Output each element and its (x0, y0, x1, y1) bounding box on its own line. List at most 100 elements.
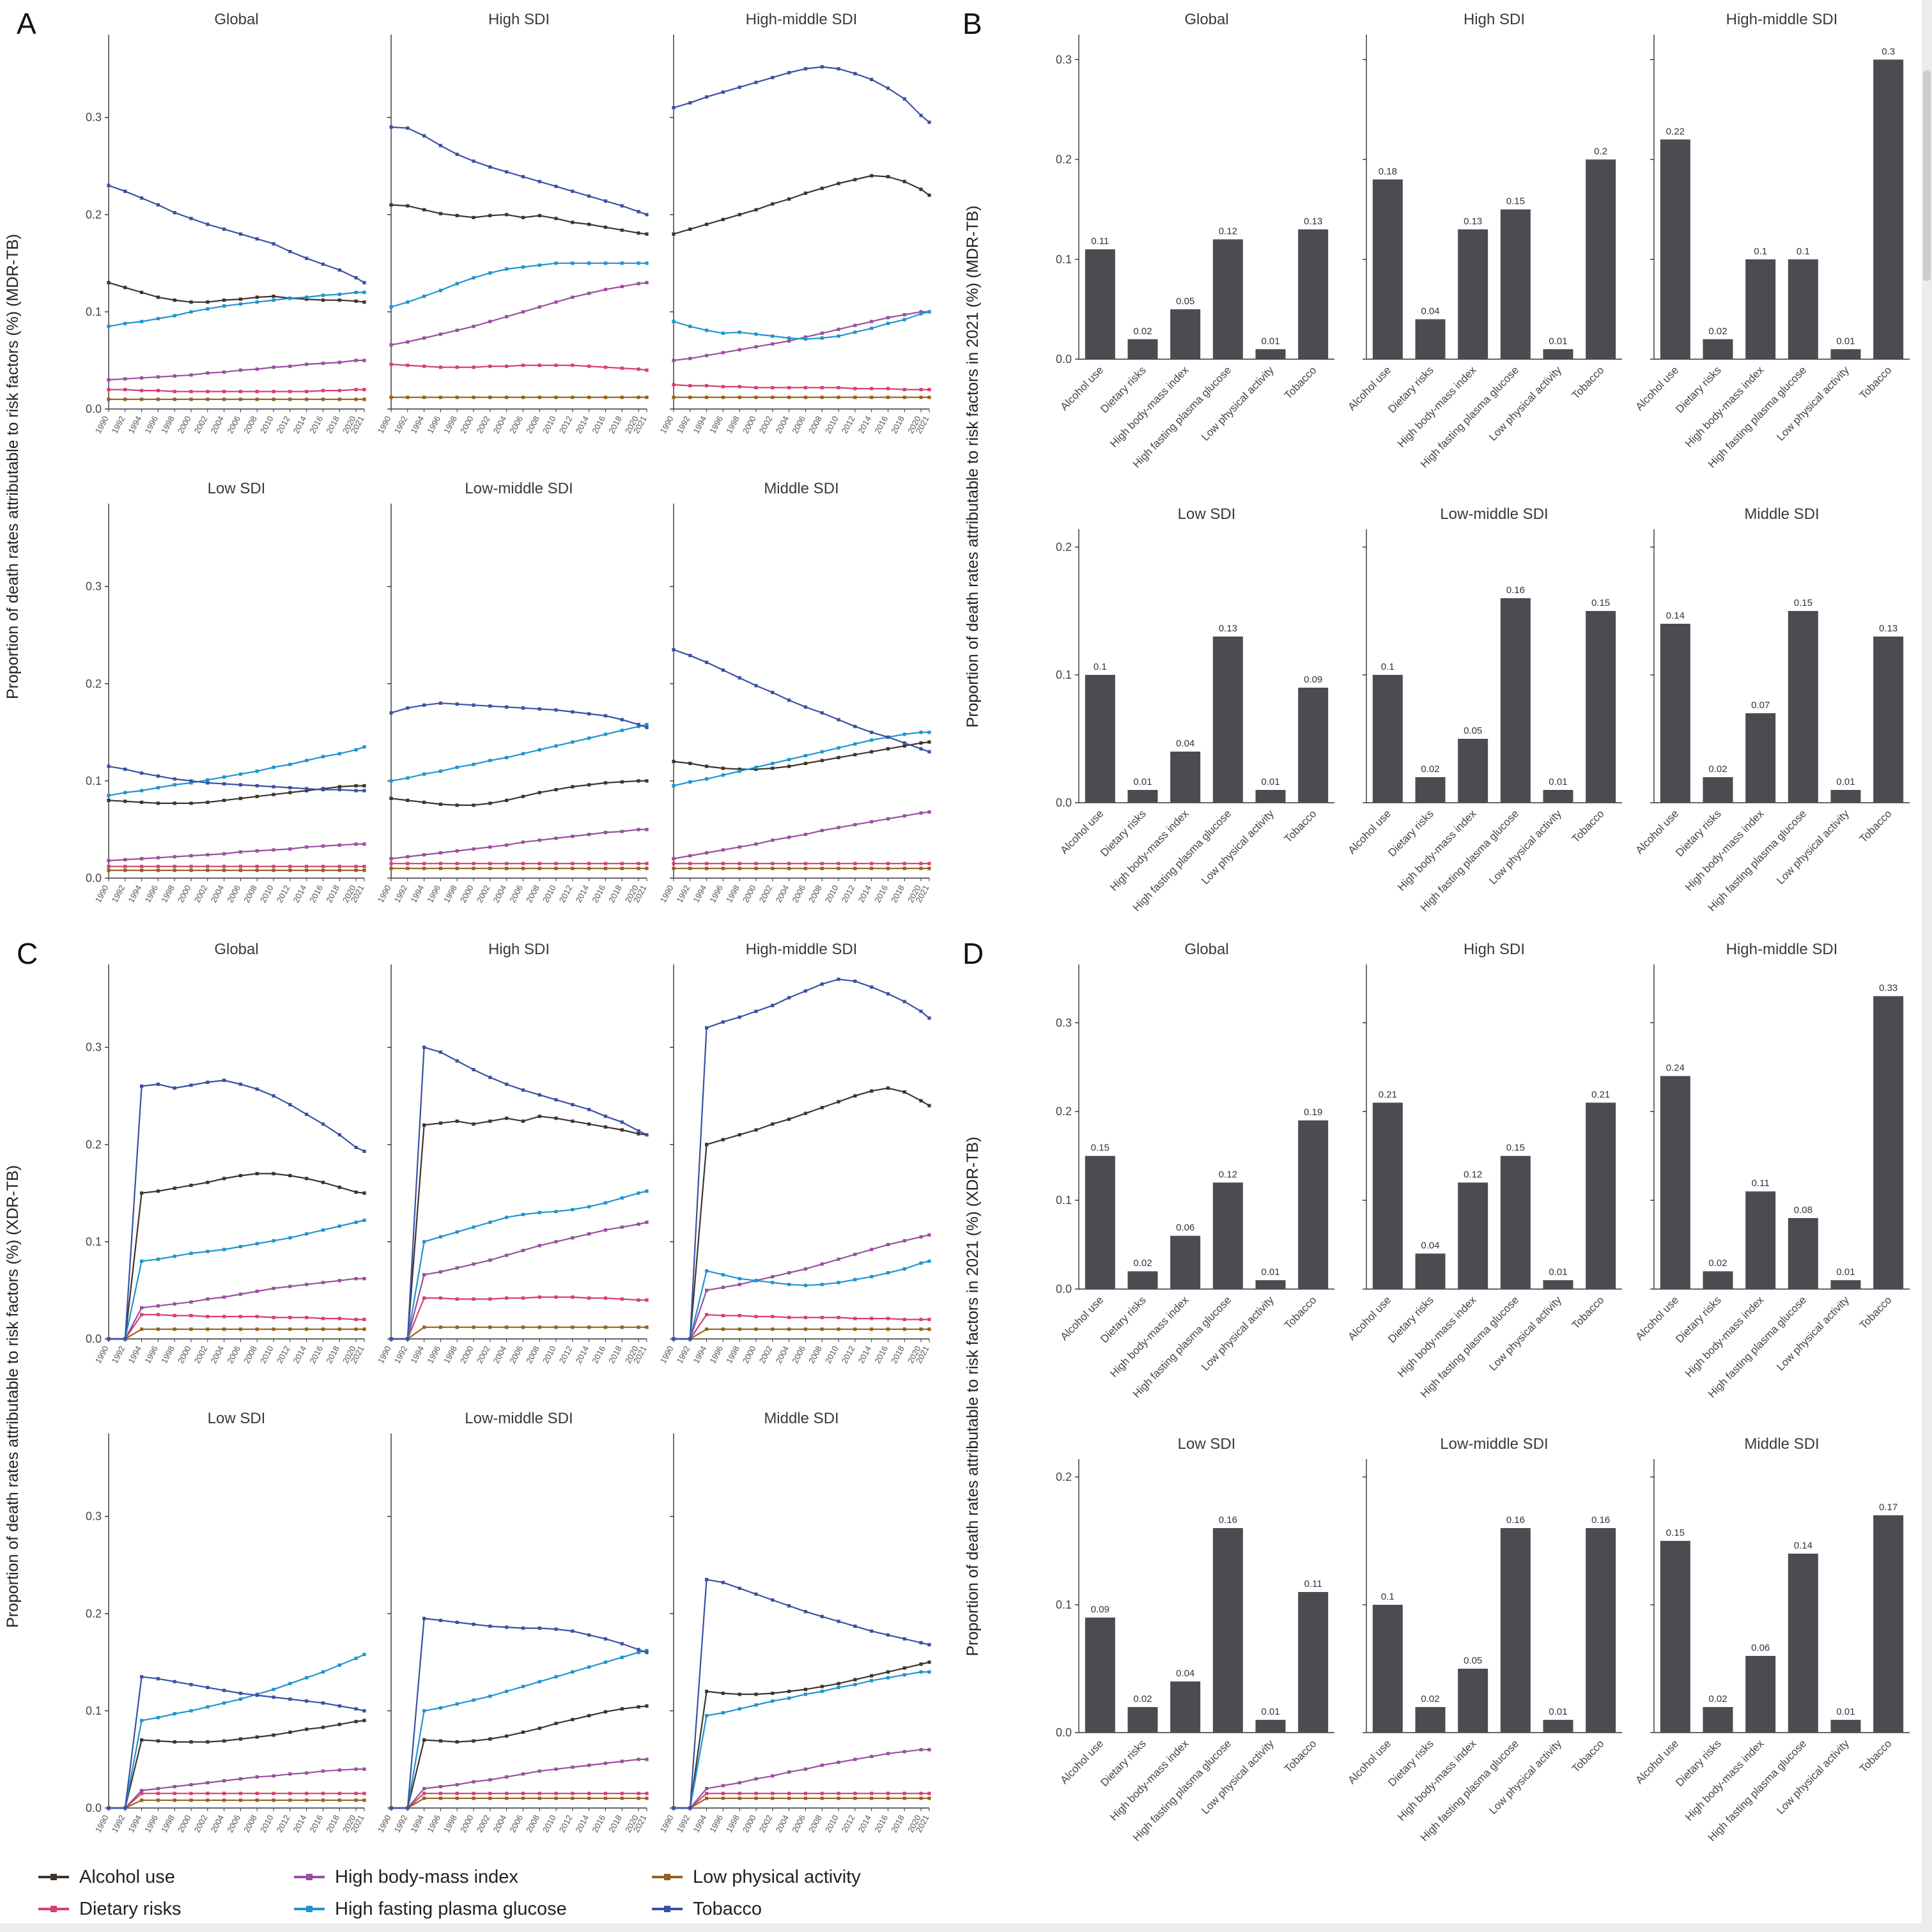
bar-2 (1458, 739, 1488, 803)
series-marker-lpa (537, 1325, 541, 1329)
series-marker-fpg (189, 1251, 193, 1255)
series-marker-bmi (406, 854, 410, 859)
series-marker-dietary (870, 1791, 874, 1795)
x-tick-label: 1990 (93, 1344, 111, 1365)
bar-5 (1298, 229, 1329, 359)
series-marker-bmi (362, 1767, 366, 1771)
x-category-label: High body-mass index (1683, 807, 1766, 893)
series-marker-tobacco (837, 977, 840, 981)
series-line-fpg (109, 1219, 365, 1340)
x-tick-label: 1996 (707, 1344, 725, 1365)
series-marker-tobacco (803, 989, 808, 993)
series-marker-dietary (645, 1791, 649, 1795)
vertical-scrollbar-thumb[interactable] (1923, 70, 1931, 281)
x-category-label: Alcohol use (1633, 364, 1681, 413)
series-marker-alcohol (455, 1119, 459, 1123)
series-marker-dietary (837, 385, 840, 390)
series-marker-alcohol (837, 1100, 840, 1104)
series-marker-alcohol (771, 766, 775, 770)
series-marker-fpg (362, 1218, 366, 1223)
series-marker-tobacco (173, 777, 176, 781)
series-marker-bmi (189, 1300, 193, 1304)
series-marker-bmi (754, 1777, 758, 1781)
series-marker-tobacco (870, 985, 874, 989)
series-line-lpa (674, 1797, 929, 1809)
series-marker-lpa (505, 1797, 509, 1800)
series-marker-lpa (123, 398, 127, 401)
series-marker-dietary (389, 862, 393, 865)
x-tick-label: 1996 (707, 1813, 725, 1834)
series-marker-fpg (721, 1273, 725, 1277)
series-marker-alcohol (771, 1122, 775, 1126)
series-marker-tobacco (123, 189, 127, 193)
series-marker-tobacco (238, 783, 243, 787)
series-marker-dietary (222, 1791, 226, 1795)
series-marker-bmi (637, 828, 640, 831)
bar-3 (1500, 1528, 1531, 1733)
x-category-label: Low physical activity (1774, 364, 1851, 443)
series-marker-tobacco (886, 1633, 890, 1637)
series-marker-tobacco (438, 1050, 443, 1054)
x-tick-label: 2010 (258, 1344, 275, 1365)
series-marker-lpa (488, 396, 492, 399)
series-marker-bmi (537, 305, 541, 309)
series-marker-fpg (362, 1653, 366, 1657)
legend-label: Low physical activity (693, 1866, 861, 1887)
series-line-alcohol (108, 282, 365, 303)
series-marker-dietary (288, 1315, 292, 1320)
bar-5 (1586, 1528, 1616, 1733)
x-tick-label: 2002 (192, 1344, 210, 1365)
series-marker-bmi (870, 320, 874, 323)
series-marker-fpg (853, 1278, 857, 1281)
x-tick-label: 1998 (724, 883, 741, 904)
series-marker-lpa (389, 867, 393, 870)
bar-value-label: 0.02 (1708, 1694, 1727, 1704)
series-marker-lpa (870, 867, 874, 870)
series-marker-bmi (272, 365, 275, 369)
x-tick-label: 2012 (275, 1344, 292, 1365)
series-marker-alcohol (488, 1737, 492, 1741)
bar-2 (1745, 1656, 1776, 1733)
series-marker-tobacco (902, 741, 906, 745)
bar-value-label: 0.13 (1879, 623, 1897, 634)
vertical-scrollbar[interactable] (1922, 0, 1932, 1932)
x-tick-label: 2002 (192, 414, 210, 435)
series-marker-alcohol (173, 1186, 176, 1190)
series-marker-tobacco (537, 1627, 541, 1630)
series-marker-tobacco (488, 1624, 492, 1628)
bar-value-label: 0.19 (1304, 1107, 1322, 1118)
series-marker-fpg (571, 1670, 575, 1674)
series-marker-alcohol (140, 1191, 144, 1195)
series-marker-tobacco (156, 203, 160, 207)
series-marker-bmi (688, 854, 692, 858)
series-marker-fpg (571, 740, 575, 744)
series-marker-bmi (362, 842, 366, 846)
series-marker-bmi (354, 359, 358, 362)
x-tick-label: 1998 (442, 1344, 459, 1365)
series-marker-dietary (321, 865, 325, 869)
series-marker-dietary (870, 862, 874, 865)
series-marker-bmi (362, 1277, 366, 1281)
series-marker-alcohol (389, 203, 393, 207)
x-tick-label: 2012 (840, 883, 857, 904)
horizontal-scrollbar[interactable] (0, 1923, 1932, 1932)
series-marker-fpg (455, 1702, 459, 1706)
series-marker-dietary (537, 862, 541, 865)
x-tick-label: 2004 (773, 1344, 791, 1365)
x-category-label: Alcohol use (1345, 1294, 1393, 1343)
bar-3 (1212, 637, 1243, 803)
subplot-title: High-middle SDI (1726, 941, 1838, 958)
series-marker-dietary (688, 862, 692, 865)
subplot-title: Low SDI (208, 1410, 266, 1427)
series-marker-dietary (803, 1315, 808, 1320)
x-tick-label: 1994 (691, 883, 708, 904)
series-marker-fpg (537, 1210, 541, 1214)
series-marker-lpa (919, 1797, 923, 1800)
series-marker-dietary (156, 865, 160, 869)
series-marker-lpa (554, 396, 558, 399)
series-marker-tobacco (771, 1003, 775, 1007)
series-marker-alcohol (620, 228, 624, 232)
series-marker-alcohol (537, 1726, 541, 1730)
A-panel-svg: Proportion of death rates attributable t… (4, 11, 931, 904)
